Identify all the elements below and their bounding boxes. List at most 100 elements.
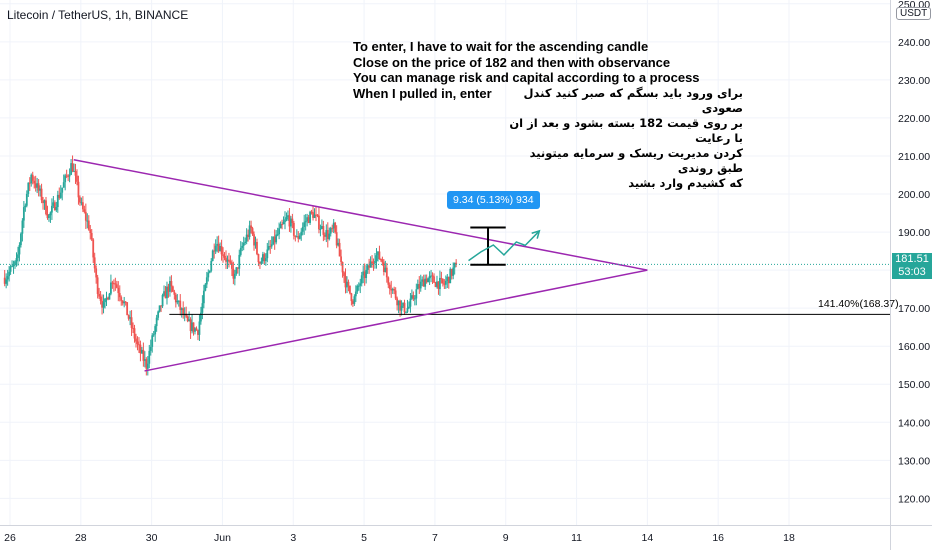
candle-body <box>326 230 329 240</box>
candle-body <box>279 224 282 229</box>
candle-body <box>433 276 435 283</box>
candle-body <box>8 271 11 277</box>
candle-body <box>343 272 345 276</box>
candle-body <box>329 228 332 234</box>
candle-body <box>117 287 120 294</box>
candle-body <box>90 233 93 240</box>
currency-selector[interactable]: USDT <box>896 7 932 20</box>
y-tick-label: 190.00 <box>898 227 930 239</box>
candle-body <box>229 261 232 263</box>
candle-body <box>163 291 165 296</box>
candle-body <box>306 217 309 222</box>
candle-body <box>204 284 207 291</box>
candle-body <box>211 250 214 261</box>
candle-body <box>61 187 64 193</box>
candle-body <box>318 215 320 230</box>
candle-body <box>149 346 152 351</box>
candle-body <box>194 328 196 332</box>
x-tick-label: 18 <box>783 532 795 544</box>
candle-body <box>124 301 127 303</box>
candle-body <box>353 296 356 304</box>
candle-body <box>295 236 298 238</box>
candle-body <box>161 295 164 307</box>
triangle-line <box>144 269 648 372</box>
candle-body <box>332 222 335 229</box>
candle-body <box>281 224 283 226</box>
candle-body <box>303 222 306 227</box>
candle-body <box>86 220 89 222</box>
candle-body <box>248 225 251 237</box>
candle-body <box>402 302 404 306</box>
candle-body <box>284 219 286 223</box>
candle-body <box>362 271 365 276</box>
candle-body <box>99 296 102 301</box>
x-tick-label: 26 <box>4 532 16 544</box>
candle-body <box>430 275 432 277</box>
candle-body <box>202 290 205 304</box>
candle-body <box>360 275 363 284</box>
candle-body <box>310 211 313 213</box>
x-tick-label: 30 <box>146 532 158 544</box>
candle-body <box>96 277 99 294</box>
candle-body <box>3 277 6 284</box>
candle-body <box>238 254 241 269</box>
candle-body <box>25 193 28 206</box>
candle-body <box>9 266 12 272</box>
candle-body <box>174 294 177 303</box>
annotation-persian: برای ورود باید بسگم که صبر کنید کندل صعو… <box>505 86 743 191</box>
y-tick-label: 250.00 <box>898 0 930 11</box>
candle-body <box>264 258 267 262</box>
candle-body <box>152 334 155 336</box>
candle-body <box>171 286 174 292</box>
candle-body <box>288 215 291 227</box>
candle-body <box>43 200 46 204</box>
candle-body <box>334 222 337 233</box>
candle-body <box>428 275 431 279</box>
candle-body <box>301 226 304 232</box>
candle-body <box>368 265 371 268</box>
candle-body <box>28 182 31 184</box>
y-tick-label: 140.00 <box>898 417 930 429</box>
candle-body <box>323 234 326 237</box>
candle-body <box>111 282 114 284</box>
grid-lines <box>0 0 890 525</box>
candle-body <box>409 298 412 307</box>
y-tick-label: 120.00 <box>898 493 930 505</box>
candle-body <box>217 243 220 252</box>
candle-body <box>245 234 248 242</box>
candle-body <box>56 194 59 208</box>
y-tick-label: 160.00 <box>898 341 930 353</box>
candle-body <box>391 289 394 291</box>
candle-body <box>378 251 381 260</box>
candle-body <box>319 228 322 230</box>
annotation-persian-line: برای ورود باید بسگم که صبر کنید کندل صعو… <box>523 86 743 115</box>
candle-body <box>455 262 458 265</box>
candle-body <box>381 259 384 263</box>
candle-body <box>422 279 425 287</box>
candle-body <box>388 284 391 289</box>
candle-body <box>52 202 55 206</box>
candle-body <box>167 286 170 292</box>
candle-body <box>173 291 176 295</box>
candle-body <box>145 359 148 369</box>
candle-body <box>129 317 131 319</box>
candle-body <box>434 282 437 287</box>
candle-body <box>33 180 36 184</box>
candle-body <box>236 267 239 269</box>
candle-body <box>230 262 233 269</box>
candle-body <box>415 289 418 299</box>
candle-body <box>51 205 53 213</box>
candle-body <box>312 212 314 218</box>
annotation-persian-line: کردن مدیریت ریسک و سرمایه میتونید طبق رو… <box>529 146 743 175</box>
annotation-persian-line: که کشیدم وارد بشید <box>628 176 743 190</box>
candle-body <box>123 301 126 304</box>
candle-body <box>208 270 211 273</box>
candle-body <box>443 283 446 285</box>
candle-body <box>121 300 124 304</box>
candle-body <box>142 349 145 361</box>
annotation-persian-line: بر روی قیمت 182 بسته بشود و بعد از ان با… <box>509 116 743 145</box>
candle-body <box>325 230 328 237</box>
candle-body <box>363 271 366 279</box>
